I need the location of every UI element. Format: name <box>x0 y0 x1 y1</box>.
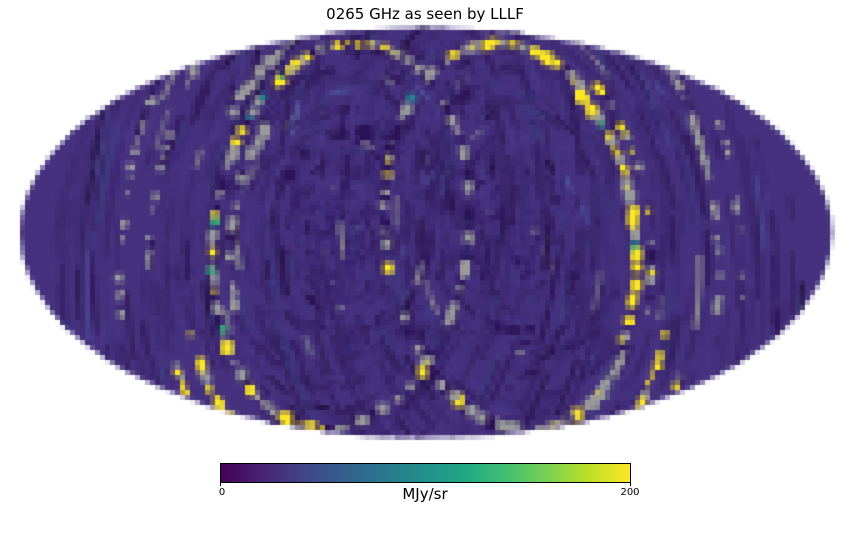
colorbar-tick-label-max: 200 <box>620 487 640 498</box>
sky-map <box>0 0 850 460</box>
colorbar-tick-0 <box>220 482 221 486</box>
colorbar-gradient <box>220 463 631 483</box>
colorbar-tick-label-min: 0 <box>218 487 226 498</box>
colorbar-unit-label: MJy/sr <box>402 485 448 503</box>
colorbar <box>220 463 631 503</box>
colorbar-tick-200 <box>630 482 631 486</box>
